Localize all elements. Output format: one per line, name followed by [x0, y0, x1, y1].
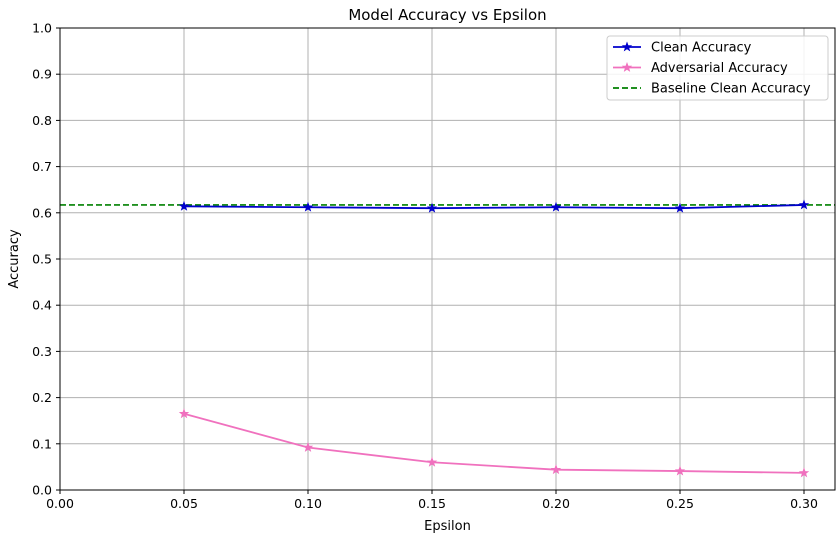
series-1-point	[302, 442, 314, 452]
y-tick-label: 0.8	[32, 113, 52, 128]
y-tick-label: 0.7	[32, 159, 52, 174]
y-tick-label: 0.4	[32, 298, 52, 313]
y-tick-label: 0.2	[32, 390, 52, 405]
y-axis-label: Accuracy	[7, 229, 22, 289]
legend-label: Clean Accuracy	[651, 41, 752, 56]
legend-box	[606, 35, 829, 101]
series-0-point	[426, 202, 438, 213]
x-tick-label: 0.25	[666, 496, 694, 511]
x-axis-label: Epsilon	[424, 519, 471, 534]
x-tick-label: 0.00	[46, 496, 74, 511]
y-tick-label: 0.9	[32, 67, 52, 82]
series-1-point	[178, 408, 190, 419]
series-0-point	[674, 202, 686, 213]
x-tick-label: 0.05	[170, 496, 198, 511]
y-tick-label: 0.1	[32, 436, 52, 451]
series-line-0	[183, 204, 805, 210]
x-tick-label: 0.20	[542, 496, 570, 511]
legend-label: Baseline Clean Accuracy	[651, 82, 811, 97]
series-line-1	[183, 412, 805, 474]
series-0-point	[550, 201, 562, 212]
x-tick-label: 0.15	[418, 496, 446, 511]
x-tick-label: 0.30	[790, 496, 818, 511]
legend-label: Adversarial Accuracy	[651, 61, 788, 76]
x-tick-label: 0.10	[294, 496, 322, 511]
y-tick-label: 1.0	[32, 21, 52, 36]
y-tick-label: 0.5	[32, 252, 52, 267]
series-1-point	[798, 467, 810, 478]
series-0-point	[178, 200, 190, 211]
grid-lines	[60, 28, 835, 490]
axis-ticks: 0.00 0.05 0.10 0.15 0.20 0.25 0.30 0.0 0.1 0.2 0.3…	[32, 21, 818, 512]
legend-swatch-marker	[621, 62, 633, 72]
series-0-point	[798, 199, 810, 210]
chart-title: Model Accuracy vs Epsilon	[348, 6, 546, 24]
series-1-point	[674, 465, 686, 476]
y-tick-label: 0.3	[32, 344, 52, 359]
y-tick-label: 0.0	[32, 483, 52, 498]
series-1-point	[550, 464, 562, 475]
legend: Clean Accuracy Adversarial Accuracy Baseli…	[606, 35, 829, 101]
y-tick-label: 0.6	[32, 205, 52, 220]
series-0-point	[302, 201, 314, 212]
series-lines	[178, 199, 810, 478]
series-1-point	[426, 456, 438, 467]
legend-swatch-marker	[621, 41, 633, 52]
